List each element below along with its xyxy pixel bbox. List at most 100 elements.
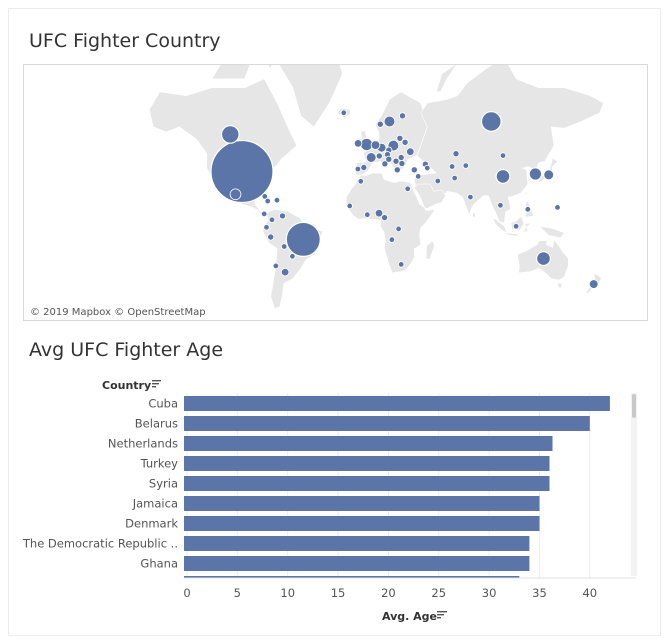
marker-belarus[interactable] — [401, 138, 409, 146]
marker-brazil[interactable] — [285, 221, 321, 257]
marker-indonesia[interactable] — [512, 223, 520, 230]
marker-argentina[interactable] — [280, 267, 290, 277]
bar-2[interactable] — [184, 436, 553, 451]
marker-colombia[interactable] — [268, 216, 276, 223]
x-tick-label: 20 — [381, 586, 396, 600]
marker-guam[interactable] — [554, 204, 561, 211]
marker-ghana[interactable] — [364, 211, 371, 218]
category-label[interactable]: Turkey — [140, 457, 179, 471]
marker-uzbekistan[interactable] — [448, 163, 456, 170]
marker-thailand[interactable] — [497, 202, 504, 209]
marker-usa[interactable] — [210, 139, 274, 204]
marker-cameroon[interactable] — [381, 214, 389, 222]
x-axis-title: Avg. Age — [382, 610, 437, 623]
marker-egypt[interactable] — [404, 185, 411, 192]
x-tick-label: 10 — [280, 586, 295, 600]
bar-3[interactable] — [184, 456, 550, 471]
bar-0[interactable] — [184, 396, 610, 411]
bar-9[interactable] — [184, 576, 520, 591]
marker-peru[interactable] — [267, 233, 275, 241]
marker-finland[interactable] — [398, 112, 406, 120]
marker-jamaica[interactable] — [264, 197, 271, 205]
marker-south-africa[interactable] — [398, 261, 405, 268]
marker-new-zealand[interactable] — [588, 279, 599, 289]
marker-kyrgyzstan[interactable] — [462, 162, 469, 169]
marker-philippines[interactable] — [524, 206, 531, 213]
category-sort-icon[interactable] — [152, 380, 161, 388]
marker-angola[interactable] — [388, 236, 396, 243]
marker-dr-congo[interactable] — [395, 225, 402, 233]
marker-netherlands[interactable] — [370, 140, 381, 150]
land-java — [505, 232, 519, 237]
bar-7[interactable] — [184, 536, 530, 551]
bar-1[interactable] — [184, 416, 590, 431]
x-tick-label: 40 — [582, 586, 597, 600]
marker-india[interactable] — [467, 193, 474, 201]
marker-ecuador[interactable] — [263, 224, 270, 231]
marker-senegal[interactable] — [346, 202, 353, 210]
category-label[interactable]: Denmark — [125, 517, 178, 531]
marker-iran[interactable] — [434, 177, 441, 185]
category-label[interactable]: Ghana — [140, 557, 178, 571]
marker-switzerland[interactable] — [375, 152, 383, 160]
marker-dominican-republic[interactable] — [273, 196, 281, 204]
marker-venezuela[interactable] — [278, 212, 286, 220]
scrollbar-track[interactable] — [631, 393, 637, 576]
category-label[interactable]: Netherlands — [108, 437, 178, 451]
x-axis-sort-icon[interactable] — [437, 611, 447, 619]
category-label[interactable]: Belarus — [135, 417, 178, 431]
marker-russia[interactable] — [480, 111, 502, 132]
category-label[interactable]: The Democratic Republic .. — [22, 537, 178, 551]
marker-ukraine[interactable] — [406, 147, 415, 156]
marker-chile[interactable] — [272, 262, 280, 270]
marker-ireland[interactable] — [353, 139, 363, 148]
marker-lithuania[interactable] — [396, 134, 404, 142]
marker-cuba[interactable] — [261, 193, 268, 200]
marker-italy[interactable] — [381, 160, 389, 168]
marker-china[interactable] — [495, 168, 511, 184]
marker-bulgaria[interactable] — [398, 160, 406, 168]
marker-iceland[interactable] — [340, 109, 347, 116]
marker-japan[interactable] — [543, 169, 554, 181]
marker-south-korea[interactable] — [528, 167, 543, 181]
marker-croatia[interactable] — [385, 155, 393, 163]
marker-armenia[interactable] — [424, 164, 431, 172]
x-tick-label: 5 — [234, 586, 241, 600]
bar-6[interactable] — [184, 516, 540, 531]
marker-paraguay[interactable] — [289, 253, 296, 260]
x-tick-label: 30 — [482, 586, 497, 600]
marker-turkey[interactable] — [410, 166, 418, 174]
land-arabia — [413, 183, 446, 209]
marker-australia[interactable] — [535, 251, 551, 267]
marker-syria[interactable] — [415, 173, 422, 180]
scrollbar-thumb[interactable] — [632, 394, 636, 418]
category-axis-title: Country — [102, 379, 151, 392]
dashboard — [8, 8, 661, 636]
land-africa — [346, 172, 436, 274]
marker-bolivia[interactable] — [281, 243, 288, 250]
category-label[interactable]: Cuba — [148, 397, 178, 411]
land-tasmania — [557, 282, 563, 289]
bar-8[interactable] — [184, 556, 530, 571]
marker-sweden[interactable] — [383, 115, 396, 128]
marker-serbia[interactable] — [392, 157, 400, 165]
marker-france[interactable] — [365, 152, 377, 163]
category-label[interactable]: Syria — [149, 477, 178, 491]
marker-mongolia[interactable] — [499, 152, 507, 159]
marker-norway[interactable] — [376, 120, 384, 128]
map-panel[interactable]: © 2019 Mapbox © OpenStreetMap — [23, 64, 648, 321]
category-label[interactable]: Jamaica — [132, 497, 178, 511]
marker-morocco[interactable] — [357, 178, 364, 185]
marker-canada[interactable] — [220, 125, 240, 144]
marker-greece[interactable] — [393, 166, 401, 174]
marker-kazakhstan[interactable] — [452, 150, 460, 158]
marker-mexico[interactable] — [229, 188, 242, 201]
world-map[interactable] — [24, 65, 648, 321]
marker-nigeria[interactable] — [374, 208, 384, 218]
bar-4[interactable] — [184, 476, 550, 491]
bar-5[interactable] — [184, 496, 540, 511]
marker-afghanistan[interactable] — [451, 174, 458, 182]
marker-panama[interactable] — [260, 210, 268, 218]
map-attribution[interactable]: © 2019 Mapbox © OpenStreetMap — [28, 307, 208, 318]
marker-portugal[interactable] — [354, 165, 362, 173]
